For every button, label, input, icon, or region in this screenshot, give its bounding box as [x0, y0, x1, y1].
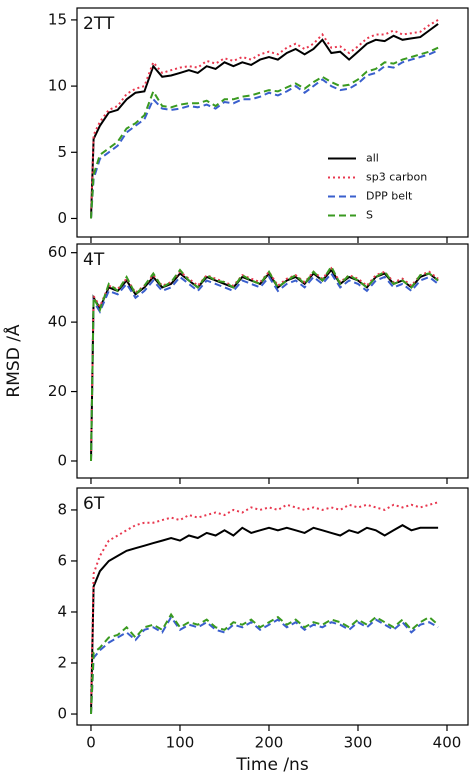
series-line: [90, 612, 439, 715]
legend-label: S: [366, 209, 373, 222]
series-line: [90, 49, 439, 219]
panel-label: 6T: [83, 494, 105, 514]
y-tick-label: 40: [48, 313, 67, 331]
y-tick-label: 2: [57, 654, 67, 672]
plot-frame: [76, 487, 469, 726]
y-tick-label: 10: [48, 77, 67, 95]
y-tick-label: 5: [57, 143, 67, 161]
y-tick-label: 6: [57, 551, 67, 569]
panel-label: 2TT: [83, 14, 115, 34]
series-line: [90, 266, 439, 462]
series-line: [90, 264, 439, 462]
x-tick-label: 200: [255, 734, 284, 752]
series-line: [90, 501, 439, 715]
plot-frame: [76, 243, 469, 479]
y-tick-label: 4: [57, 602, 67, 620]
series-line: [90, 268, 439, 462]
x-tick-label: 300: [344, 734, 373, 752]
legend-label: all: [366, 152, 379, 165]
x-tick-label: 0: [86, 734, 96, 752]
y-tick-label: 60: [48, 243, 67, 261]
series-line: [90, 23, 439, 219]
series-line: [90, 524, 439, 715]
series-line: [90, 271, 439, 462]
legend-label: DPP belt: [366, 190, 413, 203]
y-tick-label: 0: [57, 451, 67, 469]
y-tick-label: 20: [48, 382, 67, 400]
x-tick-label: 400: [433, 734, 462, 752]
series-line: [90, 46, 439, 219]
x-axis-label: Time /ns: [235, 755, 309, 775]
x-tick-label: 100: [166, 734, 195, 752]
plot-frame: [76, 7, 469, 238]
y-tick-label: 8: [57, 500, 67, 518]
panel-label: 4T: [83, 250, 105, 270]
y-axis-label: RMSD /Å: [2, 324, 24, 397]
y-tick-label: 0: [57, 705, 67, 723]
series-line: [90, 615, 439, 715]
y-tick-label: 0: [57, 209, 67, 227]
y-tick-label: 15: [48, 10, 67, 28]
legend-label: sp3 carbon: [366, 171, 427, 184]
